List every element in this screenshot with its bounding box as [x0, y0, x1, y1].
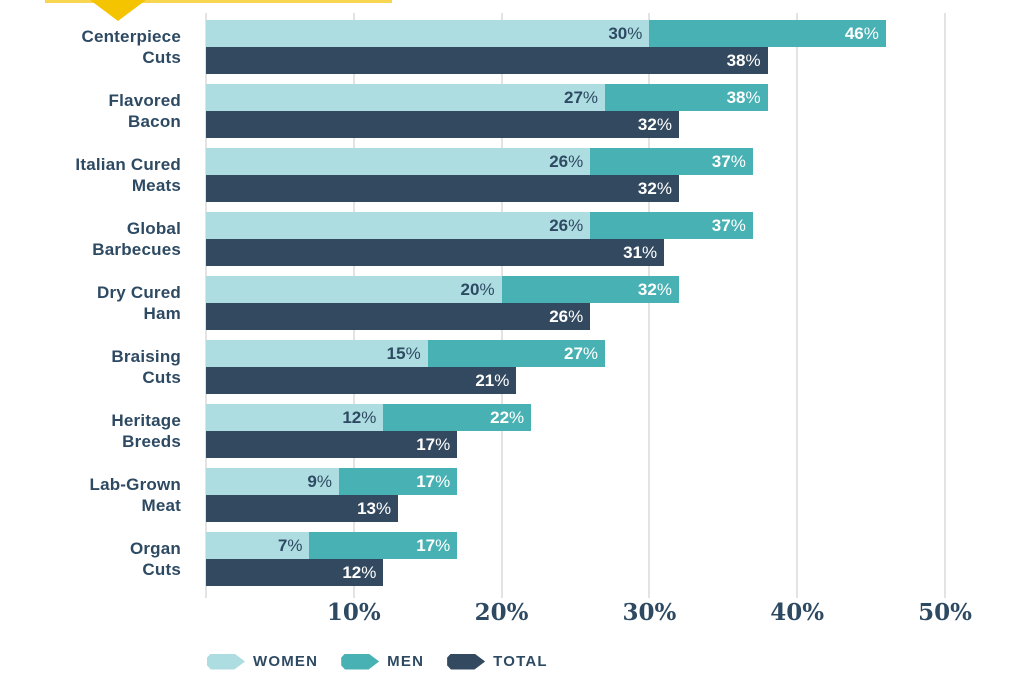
- callout-banner-edge: [45, 0, 392, 3]
- bar-total: 31%: [206, 239, 665, 266]
- category-label: Heritage Breeds: [111, 411, 181, 451]
- value-label: 26%: [549, 152, 584, 171]
- bar-group: Centerpiece Cuts 30% 46% 38%: [0, 20, 1009, 74]
- x-axis-tick-label: 20%: [474, 599, 529, 626]
- category-label: Organ Cuts: [129, 539, 181, 579]
- bar-total: 38%: [206, 47, 768, 74]
- value-label: 15%: [386, 344, 421, 363]
- value-label: 26%: [549, 307, 584, 326]
- category-label: Centerpiece Cuts: [81, 27, 181, 67]
- legend-swatch-icon: [207, 653, 245, 670]
- value-label: 20%: [460, 280, 495, 299]
- x-axis-tick-label: 50%: [918, 599, 972, 626]
- bar-group: Lab-Grown Meat 9% 17% 13%: [0, 468, 1009, 522]
- bar-group: Flavored Bacon 27% 38% 32%: [0, 84, 1009, 138]
- category-label: Italian Cured Meats: [75, 155, 181, 195]
- value-label: 32%: [637, 179, 672, 198]
- legend-label: MEN: [387, 653, 425, 670]
- bar-men: 46%: [649, 20, 886, 47]
- value-label: 17%: [416, 472, 451, 491]
- legend-swatch-icon: [341, 653, 380, 670]
- bar-men: 38%: [605, 84, 768, 111]
- bar-total: 13%: [206, 495, 399, 522]
- bar-group: Braising Cuts 15% 27% 21%: [0, 340, 1009, 394]
- value-label: 22%: [490, 408, 525, 427]
- value-label: 37%: [711, 216, 746, 235]
- legend-item: WOMEN: [207, 653, 318, 670]
- value-label: 12%: [342, 408, 377, 427]
- bar-total: 32%: [206, 175, 679, 202]
- legend-label: TOTAL: [493, 653, 548, 670]
- callout-pointer-icon: [90, 0, 146, 21]
- legend-item: TOTAL: [447, 653, 548, 670]
- bar-men: 17%: [309, 532, 458, 559]
- bar-women: 20%: [206, 276, 502, 303]
- value-label: 13%: [357, 499, 392, 518]
- x-axis-tick-label: 40%: [770, 599, 825, 626]
- value-label: 26%: [549, 216, 584, 235]
- value-label: 27%: [564, 88, 599, 107]
- value-label: 27%: [564, 344, 599, 363]
- category-label: Lab-Grown Meat: [89, 475, 181, 515]
- bar-men: 32%: [501, 276, 679, 303]
- bar-total: 32%: [206, 111, 679, 138]
- bar-total: 26%: [206, 303, 591, 330]
- bar-group: Heritage Breeds 12% 22% 17%: [0, 404, 1009, 458]
- value-label: 7%: [277, 536, 303, 555]
- bar-group: Dry Cured Ham 20% 32% 26%: [0, 276, 1009, 330]
- value-label: 17%: [416, 536, 451, 555]
- category-label: Flavored Bacon: [108, 91, 181, 131]
- value-label: 17%: [416, 435, 451, 454]
- bar-group: Italian Cured Meats 26% 37% 32%: [0, 148, 1009, 202]
- value-label: 32%: [637, 280, 672, 299]
- bar-group: Global Barbecues 26% 37% 31%: [0, 212, 1009, 266]
- value-label: 37%: [711, 152, 746, 171]
- value-label: 32%: [637, 115, 672, 134]
- bar-men: 37%: [590, 148, 753, 175]
- category-label: Dry Cured Ham: [97, 283, 181, 323]
- bar-women: 9%: [206, 468, 340, 495]
- gridline: [648, 13, 651, 598]
- bar-women: 30%: [206, 20, 650, 47]
- value-label: 31%: [623, 243, 658, 262]
- bar-total: 21%: [206, 367, 517, 394]
- value-label: 30%: [608, 24, 643, 43]
- category-label: Global Barbecues: [92, 219, 181, 259]
- x-axis-tick-label: 10%: [326, 599, 381, 626]
- value-label: 9%: [307, 472, 333, 491]
- gridline: [796, 13, 799, 598]
- category-label: Braising Cuts: [111, 347, 181, 387]
- bar-women: 7%: [206, 532, 310, 559]
- legend-swatch-icon: [447, 653, 486, 670]
- bar-women: 26%: [206, 212, 591, 239]
- bar-total: 17%: [206, 431, 458, 458]
- bar-group: Organ Cuts 7% 17% 12%: [0, 532, 1009, 586]
- bar-men: 37%: [590, 212, 753, 239]
- bar-men: 22%: [383, 404, 532, 431]
- legend-item: MEN: [341, 653, 424, 670]
- gridline: [944, 13, 946, 598]
- value-label: 38%: [726, 88, 761, 107]
- legend-label: WOMEN: [253, 653, 319, 670]
- bar-women: 26%: [206, 148, 591, 175]
- value-label: 46%: [844, 24, 879, 43]
- legend: WOMEN MEN TOTAL: [207, 653, 548, 670]
- x-axis-tick-label: 30%: [622, 599, 677, 626]
- bar-women: 12%: [206, 404, 384, 431]
- value-label: 12%: [342, 563, 377, 582]
- bar-total: 12%: [206, 559, 384, 586]
- bar-women: 27%: [206, 84, 606, 111]
- value-label: 21%: [475, 371, 510, 390]
- bar-men: 17%: [339, 468, 458, 495]
- value-label: 38%: [726, 51, 761, 70]
- bar-men: 27%: [427, 340, 606, 367]
- bar-women: 15%: [206, 340, 428, 367]
